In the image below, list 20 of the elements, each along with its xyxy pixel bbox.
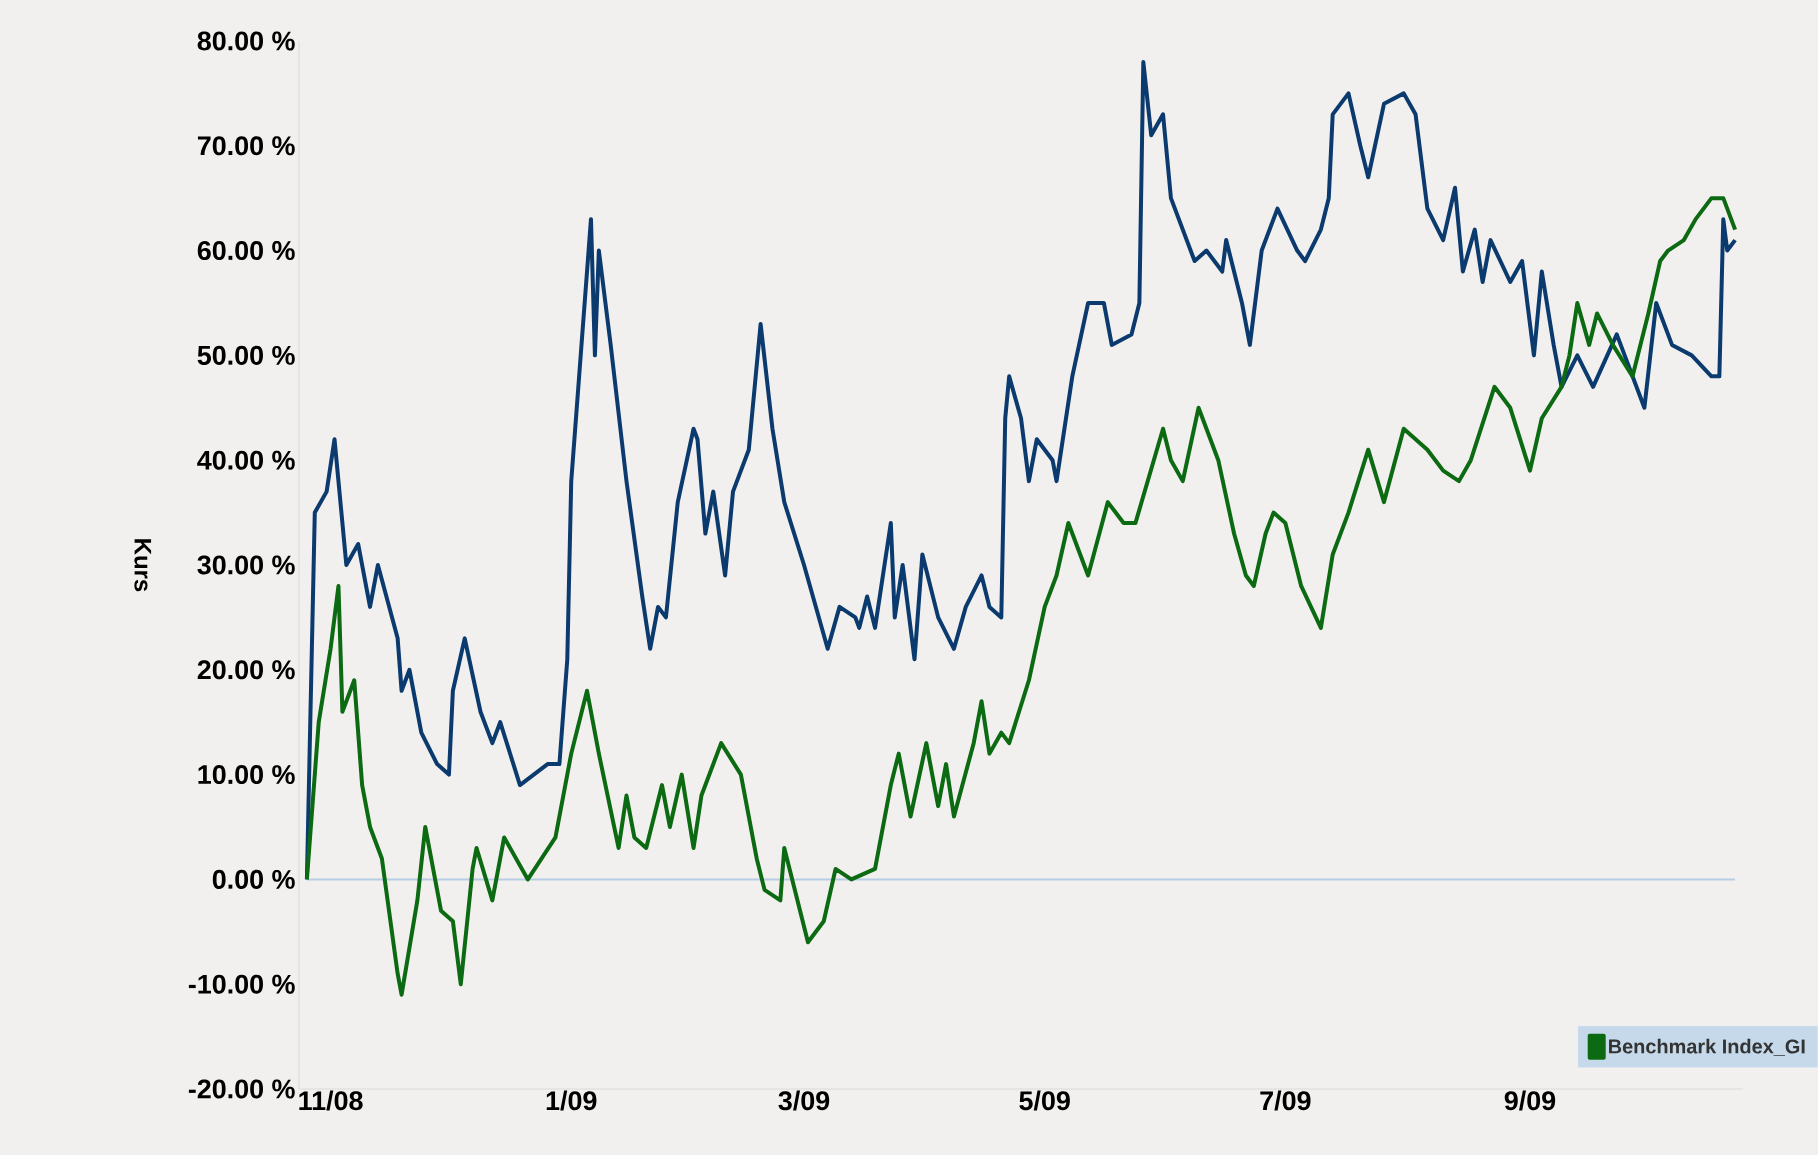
x-tick-label: 9/09 (1504, 1090, 1556, 1111)
x-tick-label: 11/08 (299, 1090, 363, 1111)
y-tick-label: -10.00 % (188, 974, 295, 994)
x-tick-label: 1/09 (546, 1090, 597, 1111)
line-series (304, 196, 1738, 997)
y-tick-label: 20.00 % (197, 660, 295, 680)
x-tick-label: 3/09 (778, 1090, 830, 1111)
legend-label: Benchmark Index_GI (1609, 1038, 1805, 1056)
y-tick-label: 30.00 % (197, 555, 295, 575)
y-tick-label: 0.00 % (212, 869, 295, 889)
y-tick-label: 50.00 % (197, 345, 295, 365)
y-tick-label: 60.00 % (197, 241, 295, 261)
y-axis-title: Kurs (134, 539, 152, 592)
y-tick-label: 70.00 % (197, 136, 295, 156)
x-tick-label: 5/09 (1019, 1090, 1070, 1111)
y-tick-label: -20.00 % (188, 1079, 295, 1099)
y-tick-label: 80.00 % (197, 31, 295, 51)
y-tick-label: 10.00 % (198, 765, 295, 785)
x-tick-label: 7/09 (1260, 1090, 1311, 1111)
y-tick-label: 40.00 % (197, 450, 295, 470)
